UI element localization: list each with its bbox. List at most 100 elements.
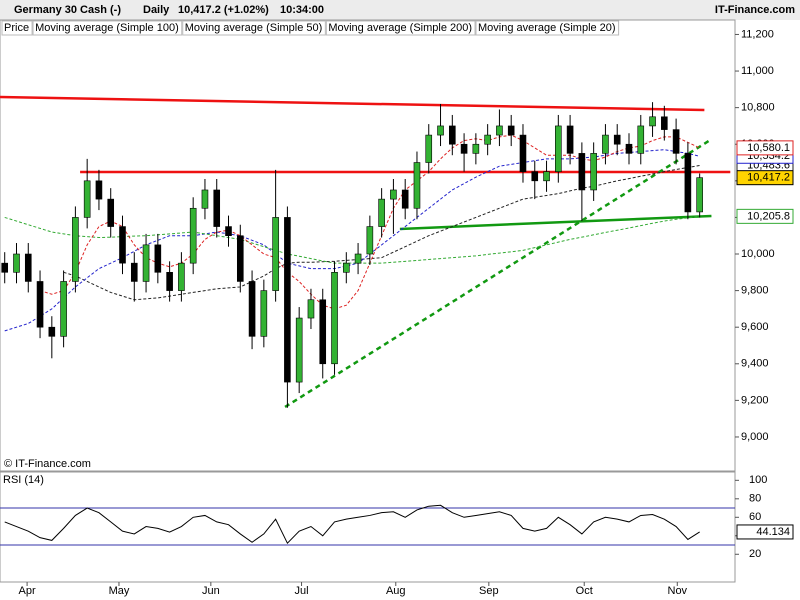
x-tick-label: Aug bbox=[386, 585, 406, 597]
candle-body bbox=[613, 134, 621, 145]
candle-body bbox=[107, 198, 115, 227]
y-tick-label: 11,000 bbox=[741, 65, 774, 77]
panel-title: RSI (14) bbox=[3, 474, 44, 486]
y-tick-label: 60 bbox=[749, 511, 761, 523]
candle-body bbox=[496, 125, 503, 136]
x-tick-label: Apr bbox=[19, 585, 36, 597]
x-tick-label: Oct bbox=[576, 585, 593, 597]
x-tick-label: Jul bbox=[295, 585, 309, 597]
trend-line bbox=[0, 95, 705, 112]
header-bar bbox=[0, 0, 800, 20]
candle-body bbox=[555, 125, 562, 172]
candle-body bbox=[236, 235, 244, 282]
candle-body bbox=[13, 253, 20, 273]
candle-body bbox=[590, 153, 597, 191]
candle-body bbox=[425, 134, 433, 163]
candle-body bbox=[437, 125, 444, 136]
candle-body bbox=[48, 326, 56, 337]
candle-body bbox=[319, 299, 327, 365]
y-tick-label: 9,800 bbox=[741, 285, 769, 297]
x-tick-label: Jun bbox=[202, 585, 220, 597]
candle-body bbox=[154, 244, 162, 273]
candle-body bbox=[284, 217, 291, 383]
candle-body bbox=[130, 262, 138, 282]
candle-body bbox=[672, 129, 680, 154]
candle-body bbox=[342, 262, 350, 273]
candle-body bbox=[295, 317, 303, 383]
candle-body bbox=[60, 281, 67, 337]
brand: IT-Finance.com bbox=[715, 4, 795, 16]
period: Daily bbox=[143, 4, 170, 16]
candle-body bbox=[354, 253, 362, 264]
legend-entry: Moving average (Simple 200) bbox=[328, 22, 472, 34]
candle-body bbox=[142, 244, 150, 282]
y-tick-label: 11,200 bbox=[741, 28, 774, 40]
time: 10:34:00 bbox=[280, 4, 324, 16]
y-tick-label: 10,000 bbox=[741, 248, 775, 260]
legend: Price Moving average (Simple 100) Moving a… bbox=[1, 20, 620, 36]
candle-body bbox=[72, 217, 79, 282]
candle-body bbox=[507, 125, 515, 136]
candle-body bbox=[578, 153, 586, 191]
price-label: 44.134 bbox=[756, 526, 790, 538]
trend-line bbox=[399, 214, 712, 231]
price-label: 10,417.2 bbox=[747, 172, 790, 184]
candle-body bbox=[449, 125, 456, 145]
legend-entry: Moving average (Simple 100) bbox=[35, 22, 179, 34]
trend-line bbox=[284, 138, 711, 409]
moving-average bbox=[4, 215, 700, 264]
x-tick-label: Nov bbox=[668, 585, 688, 597]
candle-body bbox=[472, 143, 480, 154]
candle-body bbox=[225, 226, 232, 237]
candle-body bbox=[366, 226, 374, 255]
legend-box bbox=[1, 20, 33, 36]
candle-body bbox=[248, 281, 256, 337]
candle-body bbox=[331, 272, 338, 365]
y-tick-label: 9,000 bbox=[741, 431, 769, 443]
candle-body bbox=[625, 143, 633, 154]
price-label-box bbox=[736, 170, 794, 186]
candle-body bbox=[272, 217, 279, 291]
candle-body bbox=[1, 262, 9, 273]
candle-body bbox=[178, 262, 185, 291]
candle-body bbox=[378, 198, 385, 227]
legend-box bbox=[475, 20, 620, 36]
candle-body bbox=[460, 143, 468, 154]
candle-body bbox=[566, 125, 574, 154]
candle-body bbox=[649, 116, 656, 127]
price-label-box bbox=[736, 140, 794, 156]
candle-body bbox=[413, 162, 421, 209]
legend-entry: Moving average (Simple 50) bbox=[185, 22, 323, 34]
main-panel bbox=[0, 19, 736, 472]
candle-body bbox=[260, 290, 268, 337]
candle-body bbox=[531, 171, 539, 182]
copyright: © IT-Finance.com bbox=[4, 458, 91, 470]
legend-box bbox=[325, 20, 476, 36]
candle-body bbox=[543, 171, 550, 182]
candle-body bbox=[307, 299, 315, 319]
y-tick-label: 9,600 bbox=[741, 321, 769, 333]
price-label-box bbox=[736, 524, 794, 540]
candle-body bbox=[637, 125, 645, 154]
candle-body bbox=[602, 134, 609, 154]
candle-body bbox=[95, 180, 103, 200]
y-tick-label: 9,400 bbox=[741, 358, 769, 370]
rsi-line bbox=[4, 504, 700, 545]
candle-body bbox=[166, 272, 173, 291]
y-tick-label: 20 bbox=[749, 548, 761, 560]
y-tick-label: 10,800 bbox=[741, 102, 775, 114]
legend-box bbox=[32, 20, 183, 36]
candle-body bbox=[661, 116, 668, 130]
candle-body bbox=[201, 189, 209, 209]
y-tick-label: 9,200 bbox=[741, 394, 769, 406]
price-label-box bbox=[736, 208, 794, 224]
candle-body bbox=[83, 180, 91, 218]
candle-body bbox=[119, 226, 126, 264]
rsi-panel bbox=[0, 471, 736, 583]
candle-body bbox=[684, 153, 692, 213]
legend-entry: Moving average (Simple 20) bbox=[478, 22, 616, 34]
candle-body bbox=[401, 189, 409, 209]
candle-body bbox=[484, 134, 491, 145]
candle-body bbox=[696, 177, 703, 213]
